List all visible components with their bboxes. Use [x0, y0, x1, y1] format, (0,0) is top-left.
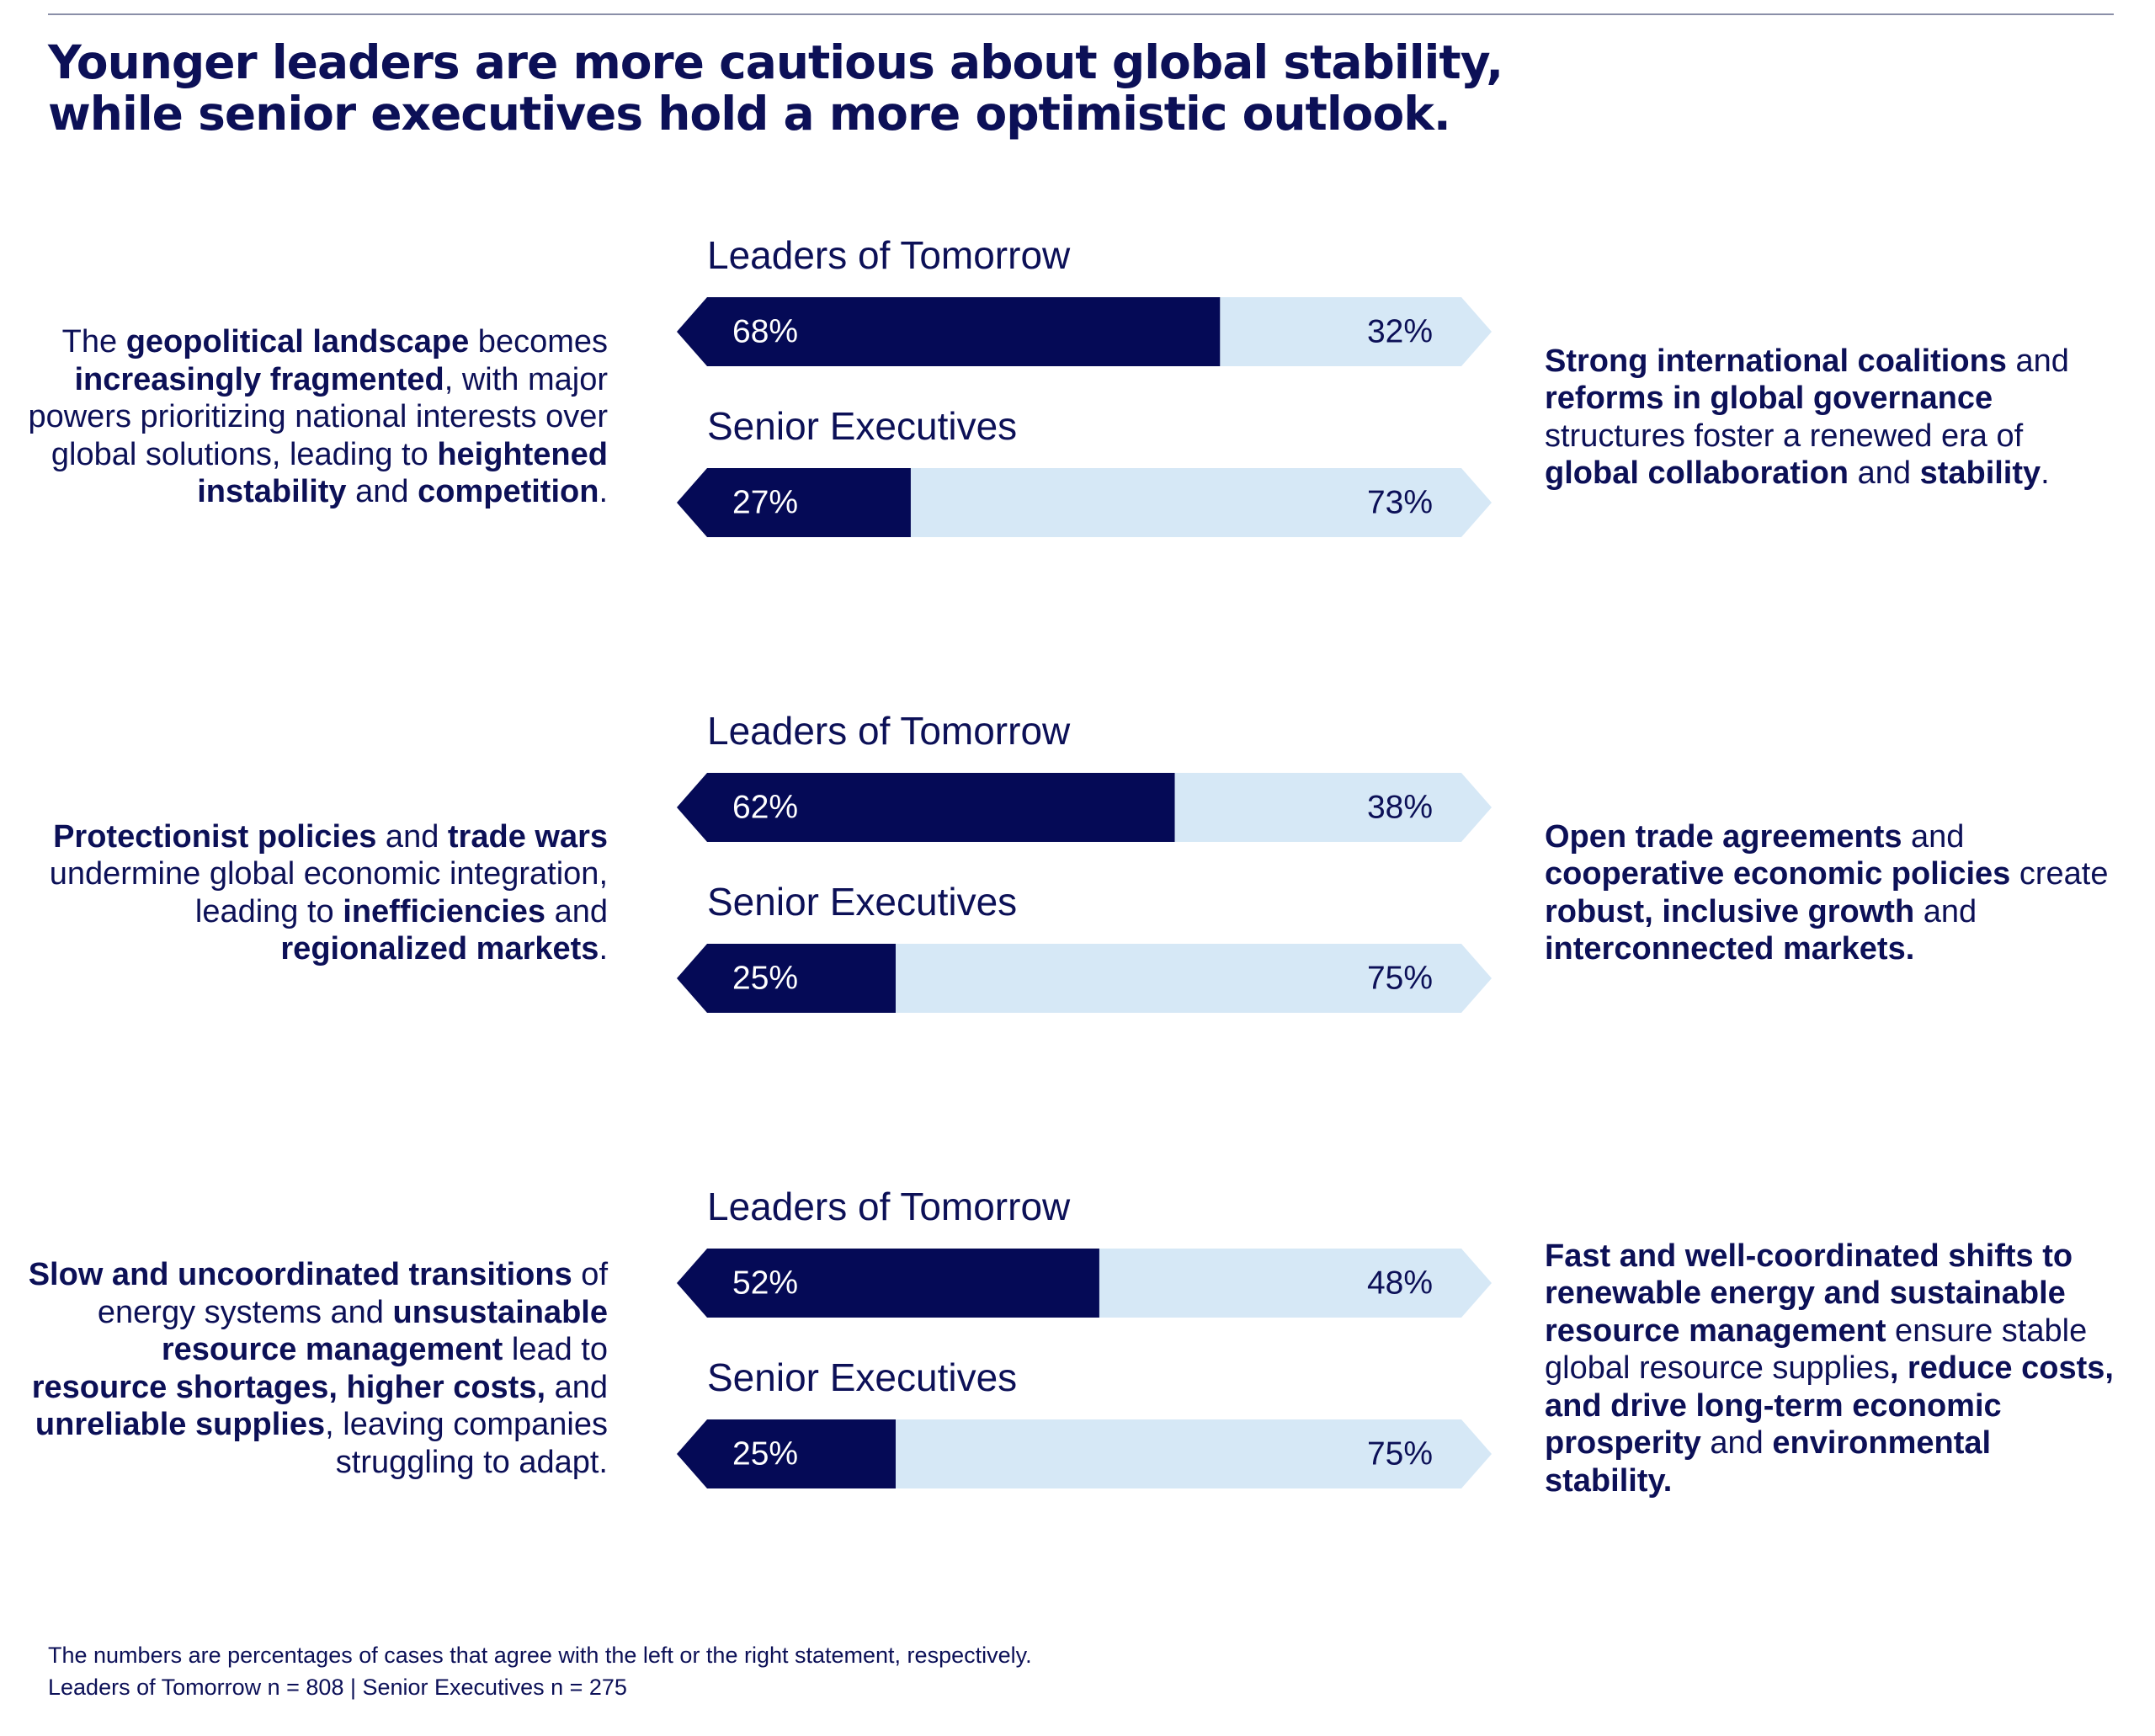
- statement-segment: and: [545, 893, 608, 929]
- bar-segment-dark: [677, 944, 896, 1013]
- category-label: Leaders of Tomorrow: [707, 709, 1071, 753]
- footnote: Leaders of Tomorrow n = 808 | Senior Exe…: [48, 1675, 627, 1700]
- title-line: Younger leaders are more cautious about …: [48, 35, 1503, 89]
- value-label: 25%: [732, 1435, 798, 1472]
- statement-segment: trade wars: [447, 818, 608, 855]
- bar-segment-light: [896, 944, 1492, 1013]
- statement-segment: , leaving companies struggling to adapt.: [325, 1407, 608, 1480]
- title-line: while senior executives hold a more opti…: [48, 87, 1451, 141]
- bar-segment-light: [910, 468, 1492, 537]
- value-label: 75%: [1367, 960, 1433, 996]
- bar-segment-light: [1099, 1249, 1492, 1318]
- bar-segment-dark: [677, 297, 1221, 366]
- statement-segment: competition: [418, 474, 599, 510]
- statement-segment: structures foster a renewed era of: [1545, 418, 2024, 454]
- top-rule: [48, 13, 2114, 15]
- statement-segment: undermine global economic integration, l…: [49, 856, 608, 929]
- statement-segment: cooperative economic policies: [1545, 856, 2011, 892]
- statement-segment: and: [2006, 343, 2069, 379]
- value-label: 75%: [1367, 1435, 1433, 1472]
- statement-segment: becomes: [469, 324, 608, 360]
- footnote: The numbers are percentages of cases tha…: [48, 1643, 1032, 1668]
- statement-segment: .: [599, 931, 608, 967]
- statement-segment: stability: [1919, 455, 2041, 491]
- statement: Strong international coalitions and refo…: [1545, 297, 2117, 537]
- statement-segment: create: [2010, 856, 2109, 892]
- statement-text: Open trade agreements and cooperative ec…: [1545, 818, 2117, 968]
- statement-segment: Slow and uncoordinated transitions: [28, 1257, 572, 1292]
- statement-text: The geopolitical landscape becomes incre…: [25, 323, 608, 511]
- bar-segment-dark: [677, 1419, 896, 1488]
- value-label: 62%: [732, 789, 798, 825]
- statement-segment: The: [61, 324, 126, 360]
- statement-segment: Strong international coalitions: [1545, 343, 2007, 379]
- value-label: 48%: [1367, 1265, 1433, 1301]
- bar-segment-light: [1220, 297, 1492, 366]
- statement-segment: inefficiencies: [343, 893, 546, 929]
- statement: Fast and well-coordinated shifts to rene…: [1545, 1238, 2117, 1499]
- statement-segment: unsustainable resource management: [161, 1294, 608, 1368]
- statement-segment: and: [1849, 455, 1920, 491]
- statement: Protectionist policies and trade wars un…: [25, 773, 608, 1013]
- statement-segment: , with major powers prioritizing nationa…: [28, 361, 608, 472]
- value-label: 68%: [732, 313, 798, 349]
- statement-segment: and: [346, 474, 418, 510]
- statement-segment: .: [2041, 455, 2050, 491]
- statement-text: Strong international coalitions and refo…: [1545, 343, 2117, 493]
- statement-segment: interconnected markets.: [1545, 931, 1915, 967]
- category-label: Senior Executives: [707, 1355, 1017, 1399]
- statement-segment: robust, inclusive growth: [1545, 893, 1915, 929]
- statement-text: Protectionist policies and trade wars un…: [25, 818, 608, 968]
- statement-segment: ensure stable global resource supplies: [1545, 1313, 2088, 1387]
- statement-segment: .: [599, 474, 608, 510]
- category-label: Senior Executives: [707, 404, 1017, 448]
- statement-segment: and: [1914, 893, 1977, 929]
- value-label: 25%: [732, 960, 798, 996]
- statement-segment: and: [1902, 818, 1965, 855]
- category-label: Senior Executives: [707, 880, 1017, 924]
- statement-segment: and: [545, 1369, 608, 1405]
- statement-segment: heightened instability: [197, 436, 608, 510]
- value-label: 27%: [732, 484, 798, 520]
- statement: The geopolitical landscape becomes incre…: [25, 297, 608, 537]
- statement-segment: and: [376, 818, 448, 855]
- statement: Open trade agreements and cooperative ec…: [1545, 773, 2117, 1013]
- value-label: 32%: [1367, 313, 1433, 349]
- statement-segment: Protectionist policies: [53, 818, 377, 855]
- statement-segment: , reduce costs, and drive long-term econ…: [1545, 1350, 2114, 1462]
- statement-segment: environmental stability.: [1545, 1425, 1992, 1499]
- bar-segment-dark: [677, 773, 1175, 842]
- statement-segment: regionalized markets: [280, 931, 599, 967]
- value-label: 73%: [1367, 484, 1433, 520]
- statement-segment: resource shortages, higher costs,: [31, 1369, 546, 1405]
- statement: Slow and uncoordinated transitions of en…: [25, 1249, 608, 1488]
- statement-segment: lead to: [503, 1332, 608, 1367]
- bar-segment-light: [1174, 773, 1492, 842]
- statement-segment: and: [1700, 1425, 1773, 1462]
- bar-segment-dark: [677, 1249, 1099, 1318]
- statement-text: Fast and well-coordinated shifts to rene…: [1545, 1238, 2117, 1500]
- statement-segment: increasingly fragmented: [74, 361, 444, 397]
- statement-segment: Open trade agreements: [1545, 818, 1902, 855]
- statement-text: Slow and uncoordinated transitions of en…: [25, 1256, 608, 1481]
- statement-segment: Fast and well-coordinated shifts to rene…: [1545, 1238, 2073, 1349]
- category-label: Leaders of Tomorrow: [707, 1185, 1071, 1228]
- bar-segment-light: [896, 1419, 1492, 1488]
- bar-segment-dark: [677, 468, 911, 537]
- statement-segment: of energy systems and: [97, 1257, 608, 1330]
- statement-segment: reforms in global governance: [1545, 381, 1993, 416]
- value-label: 38%: [1367, 789, 1433, 825]
- statement-segment: unreliable supplies: [35, 1407, 326, 1442]
- statement-segment: global collaboration: [1545, 455, 1849, 491]
- category-label: Leaders of Tomorrow: [707, 233, 1071, 277]
- statement-segment: geopolitical landscape: [125, 324, 470, 360]
- value-label: 52%: [732, 1265, 798, 1301]
